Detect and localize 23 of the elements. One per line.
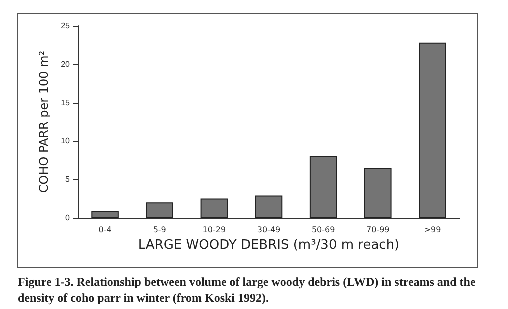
x-tick-label: 30-49 — [257, 226, 281, 234]
y-tick-label: 15 — [61, 98, 71, 108]
y-tick-label: 0 — [66, 214, 71, 222]
x-tick-label: 70-99 — [366, 226, 390, 234]
y-axis-title: COHO PARR per 100 m² — [37, 50, 51, 194]
x-tick-label: >99 — [424, 226, 442, 234]
x-tick-label: 0-4 — [98, 226, 112, 234]
bar — [419, 42, 446, 218]
y-tick-label: 20 — [61, 60, 71, 69]
bar — [200, 198, 228, 218]
bar — [255, 196, 283, 218]
y-tick-label: 5 — [66, 175, 71, 184]
bar — [310, 156, 338, 218]
y-tick-label: 10 — [61, 136, 71, 146]
x-tick-label: 10-29 — [202, 226, 226, 234]
y-tick-label: 25 — [61, 22, 71, 30]
x-axis-title: LARGE WOODY DEBRIS (m³/30 m reach) — [138, 238, 400, 253]
x-tick-label: 50-69 — [312, 226, 336, 234]
bar — [92, 211, 119, 218]
bar — [146, 202, 174, 218]
x-tick-label: 5-9 — [153, 226, 166, 234]
bar — [364, 168, 392, 218]
caption: Figure 1-3. Relationship between volume of large woody debris (LWD) in streams and the density of coho parr in winter (from Koski 1992). — [18, 275, 479, 305]
